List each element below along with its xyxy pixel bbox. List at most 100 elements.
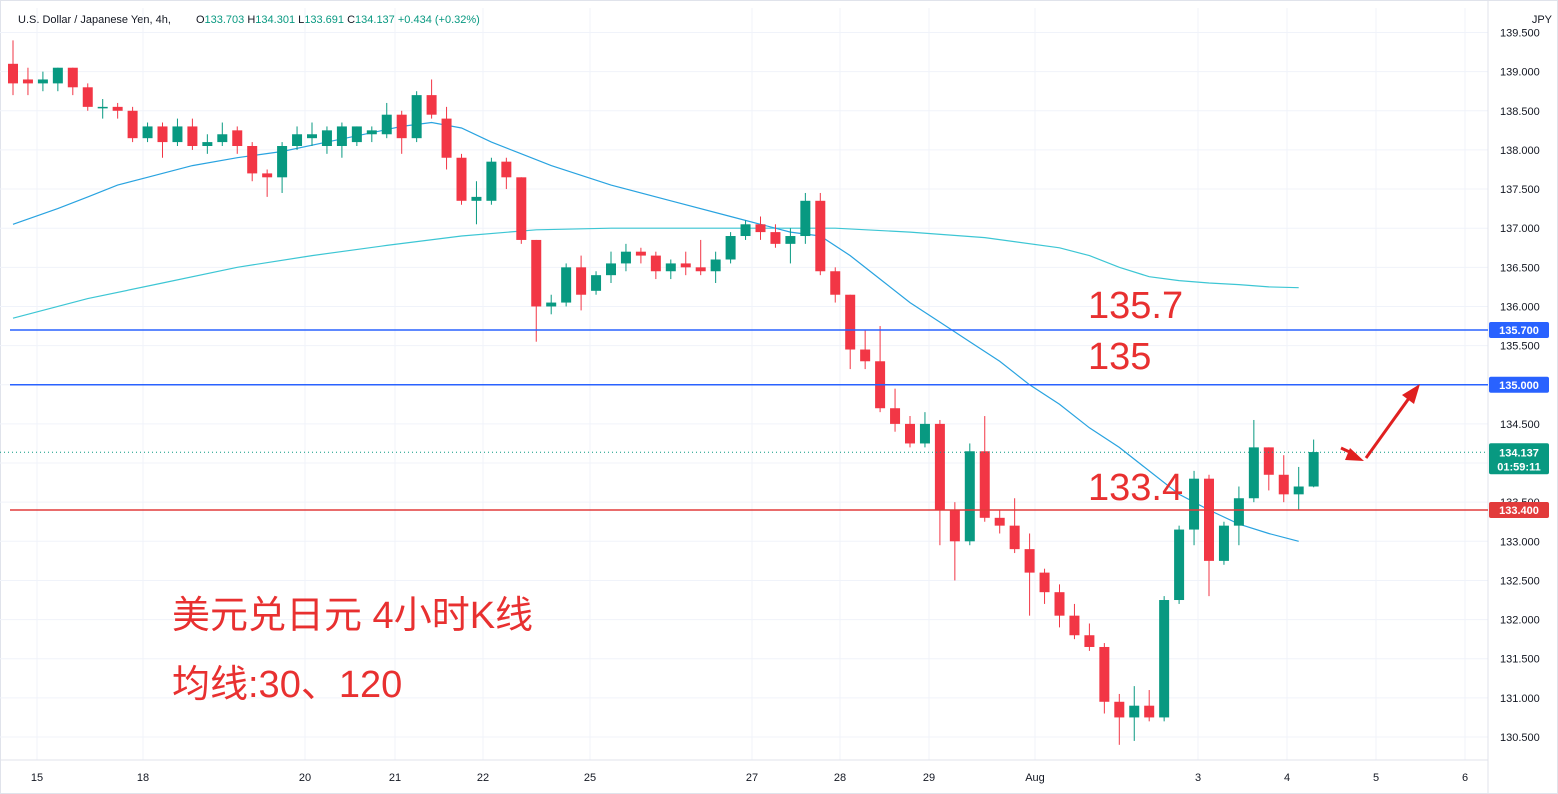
last-price-tag bbox=[1489, 443, 1549, 475]
candle-body bbox=[1039, 572, 1050, 593]
annotation-ma-info: 均线:30、120 bbox=[172, 664, 402, 706]
candle-body bbox=[37, 79, 48, 84]
candle-body bbox=[1233, 498, 1244, 526]
candle-body bbox=[546, 302, 557, 307]
candle-body bbox=[934, 423, 945, 510]
candle-body bbox=[1009, 525, 1020, 550]
price-level-label: 135.000 bbox=[1499, 380, 1539, 392]
candle-body bbox=[1278, 474, 1289, 495]
candle-body bbox=[650, 255, 661, 272]
candle-body bbox=[1054, 592, 1065, 616]
candle-body bbox=[202, 142, 213, 147]
y-tick-label: 136.000 bbox=[1500, 301, 1540, 313]
x-tick-label: 21 bbox=[389, 772, 401, 784]
candle-body bbox=[1218, 525, 1229, 561]
candle-body bbox=[1204, 478, 1214, 561]
candle-body bbox=[441, 118, 452, 158]
candle-body bbox=[247, 146, 258, 174]
x-tick-label: 22 bbox=[477, 772, 489, 784]
candle-body bbox=[1129, 705, 1140, 718]
candle-body bbox=[516, 177, 527, 240]
chart-header: U.S. Dollar / Japanese Yen, 4h, O133.703… bbox=[18, 14, 480, 26]
candle-body bbox=[97, 106, 108, 109]
candle-body bbox=[82, 87, 93, 107]
y-tick-label: 135.500 bbox=[1500, 341, 1540, 353]
candle-body bbox=[949, 509, 960, 542]
candle-body bbox=[695, 267, 706, 272]
candle-body bbox=[1069, 615, 1080, 636]
candle-body bbox=[381, 114, 392, 135]
candle-body bbox=[979, 451, 990, 518]
candle-body bbox=[112, 106, 123, 111]
x-tick-label: 6 bbox=[1462, 772, 1468, 784]
candle-body bbox=[531, 239, 542, 307]
price-level-tag bbox=[1489, 376, 1549, 393]
y-tick-label: 132.500 bbox=[1500, 575, 1540, 587]
y-tick-label: 131.500 bbox=[1500, 654, 1540, 666]
price-level-label: 135.700 bbox=[1499, 325, 1539, 337]
candle-body bbox=[292, 134, 303, 147]
candle-body bbox=[366, 130, 377, 135]
candle-body bbox=[471, 196, 482, 201]
x-tick-label: Aug bbox=[1025, 772, 1045, 784]
candle-body bbox=[785, 236, 796, 244]
candle-body bbox=[1263, 447, 1274, 475]
candle-body bbox=[1293, 486, 1304, 495]
ma30-line bbox=[12, 121, 1299, 542]
candle-body bbox=[1144, 705, 1155, 718]
candle-body bbox=[890, 408, 901, 424]
candle-body bbox=[860, 349, 871, 362]
candle-body bbox=[830, 271, 841, 295]
x-tick-label: 20 bbox=[299, 772, 311, 784]
annotation-title: 美元兑日元 4小时K线 bbox=[172, 595, 533, 637]
y-tick-label: 137.000 bbox=[1500, 223, 1540, 235]
low-label: L bbox=[298, 14, 305, 26]
candle-body bbox=[919, 423, 930, 444]
close-value: 134.137 bbox=[355, 14, 395, 26]
candle-body bbox=[277, 146, 288, 178]
candle-body bbox=[307, 134, 317, 139]
annotation-level-133-4: 133.4 bbox=[1088, 467, 1183, 509]
candle-body bbox=[665, 263, 676, 272]
candle-body bbox=[351, 126, 362, 143]
y-tick-label: 134.500 bbox=[1500, 419, 1540, 431]
y-tick-label: 137.500 bbox=[1500, 184, 1540, 196]
candle-body bbox=[1189, 478, 1200, 530]
candle-body bbox=[755, 224, 766, 233]
candle-body bbox=[1114, 701, 1125, 718]
y-tick-label: 138.000 bbox=[1500, 145, 1540, 157]
low-value: 133.691 bbox=[304, 14, 345, 26]
candle-body bbox=[964, 451, 975, 542]
open-value: 133.703 bbox=[204, 14, 245, 26]
candle-body bbox=[710, 259, 721, 272]
y-tick-label: 131.000 bbox=[1500, 693, 1540, 705]
candle-body bbox=[501, 161, 512, 178]
annotation-level-135: 135 bbox=[1088, 336, 1151, 378]
candle-body bbox=[994, 517, 1005, 526]
candle-body bbox=[262, 173, 273, 178]
candle-body bbox=[1084, 635, 1095, 647]
candle-body bbox=[620, 251, 631, 264]
x-tick-label: 15 bbox=[31, 772, 43, 784]
candle-body bbox=[1174, 529, 1185, 601]
candle-body bbox=[815, 200, 826, 272]
candle-body bbox=[22, 79, 33, 84]
candle-body bbox=[67, 67, 78, 88]
candle-body bbox=[1308, 452, 1319, 487]
candle-body bbox=[1159, 600, 1170, 718]
candle-body bbox=[770, 232, 781, 244]
candle-body bbox=[456, 157, 467, 201]
price-level-label: 133.400 bbox=[1499, 505, 1539, 517]
candle-body bbox=[845, 294, 856, 350]
currency-label: JPY bbox=[1531, 14, 1552, 26]
candle-body bbox=[157, 126, 168, 143]
candle-body bbox=[800, 200, 811, 237]
candle-body bbox=[321, 130, 332, 147]
candle-body bbox=[396, 114, 407, 139]
candle-body bbox=[591, 275, 602, 291]
candle-body bbox=[1099, 646, 1110, 702]
x-tick-label: 28 bbox=[834, 772, 846, 784]
high-label: H bbox=[247, 14, 256, 26]
y-tick-label: 133.000 bbox=[1500, 536, 1540, 548]
